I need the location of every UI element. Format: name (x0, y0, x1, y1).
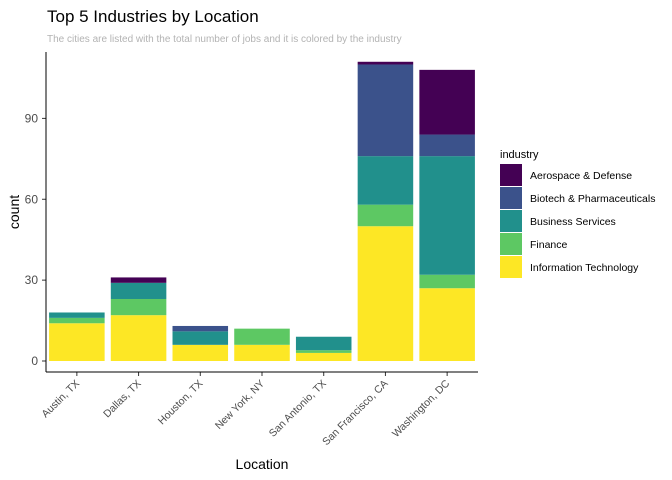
bar-san-francisco-ca-aerospace-and-defense (357, 61, 414, 65)
bar-dallas-tx-business-services (110, 282, 167, 299)
bar-dallas-tx-aerospace-and-defense (110, 277, 167, 283)
bar-washington-dc-information-technology (419, 288, 475, 361)
x-axis-ticks: Austin, TX Dallas, TX Houston, TX New York,… (39, 372, 453, 448)
x-tick-label: Dallas, TX (101, 378, 144, 421)
legend: industry Aerospace & Defense Biotech & Ph… (500, 149, 655, 278)
legend-label-finance: Finance (530, 239, 568, 251)
bar-new-york-ny-information-technology (234, 344, 290, 361)
bar-houston-tx-biotech-and-pharmaceuticals (172, 325, 229, 332)
y-axis-title: count (6, 195, 22, 229)
bar-austin-tx-finance (49, 317, 105, 324)
y-tick-label: 60 (25, 192, 39, 206)
bar-dallas-tx-finance (110, 299, 167, 316)
bar-washington-dc-biotech-and-pharmaceuticals (419, 134, 475, 157)
bars-group (49, 61, 475, 361)
x-tick-label: Austin, TX (39, 378, 82, 421)
bar-san-antonio-tx-information-technology (295, 352, 352, 361)
legend-label-business-services: Business Services (530, 216, 616, 228)
bar-houston-tx-business-services (172, 331, 229, 345)
bar-san-antonio-tx-finance (295, 350, 352, 353)
x-tick-label: San Francisco, CA (320, 378, 390, 448)
legend-title: industry (500, 149, 539, 161)
legend-label-aerospace-and-defense: Aerospace & Defense (530, 170, 632, 182)
x-axis-title: Location (236, 456, 289, 472)
bar-austin-tx-information-technology (49, 323, 105, 361)
legend-swatch-information-technology (500, 256, 522, 278)
legend-swatch-finance (500, 233, 522, 255)
bar-houston-tx-information-technology (172, 344, 229, 361)
chart-title: Top 5 Industries by Location (47, 7, 259, 26)
legend-swatch-biotech-and-pharmaceuticals (500, 187, 522, 209)
y-axis-ticks: 0 30 60 90 (25, 111, 46, 368)
x-tick-label: San Antonio, TX (267, 378, 329, 440)
bar-san-francisco-ca-business-services (357, 156, 414, 205)
bar-dallas-tx-information-technology (110, 315, 167, 361)
bar-san-antonio-tx-business-services (295, 336, 352, 351)
y-tick-label: 90 (25, 111, 39, 125)
chart-subtitle: The cities are listed with the total num… (47, 34, 402, 45)
legend-label-information-technology: Information Technology (530, 262, 639, 274)
x-tick-label: Houston, TX (156, 378, 206, 428)
bar-washington-dc-finance (419, 274, 475, 289)
y-tick-label: 0 (31, 354, 38, 368)
x-tick-label: Washington, DC (390, 377, 453, 440)
bar-san-francisco-ca-biotech-and-pharmaceuticals (357, 64, 414, 157)
legend-swatch-aerospace-and-defense (500, 164, 522, 186)
bar-san-francisco-ca-finance (357, 204, 414, 227)
bar-san-francisco-ca-information-technology (357, 226, 414, 361)
bar-new-york-ny-finance (234, 328, 290, 345)
bar-washington-dc-business-services (419, 156, 475, 275)
bar-austin-tx-business-services (49, 312, 105, 318)
y-tick-label: 30 (25, 273, 39, 287)
x-tick-label: New York, NY (213, 378, 267, 432)
legend-label-biotech-and-pharmaceuticals: Biotech & Pharmaceuticals (530, 193, 655, 205)
bar-washington-dc-aerospace-and-defense (419, 69, 475, 135)
legend-swatch-business-services (500, 210, 522, 232)
